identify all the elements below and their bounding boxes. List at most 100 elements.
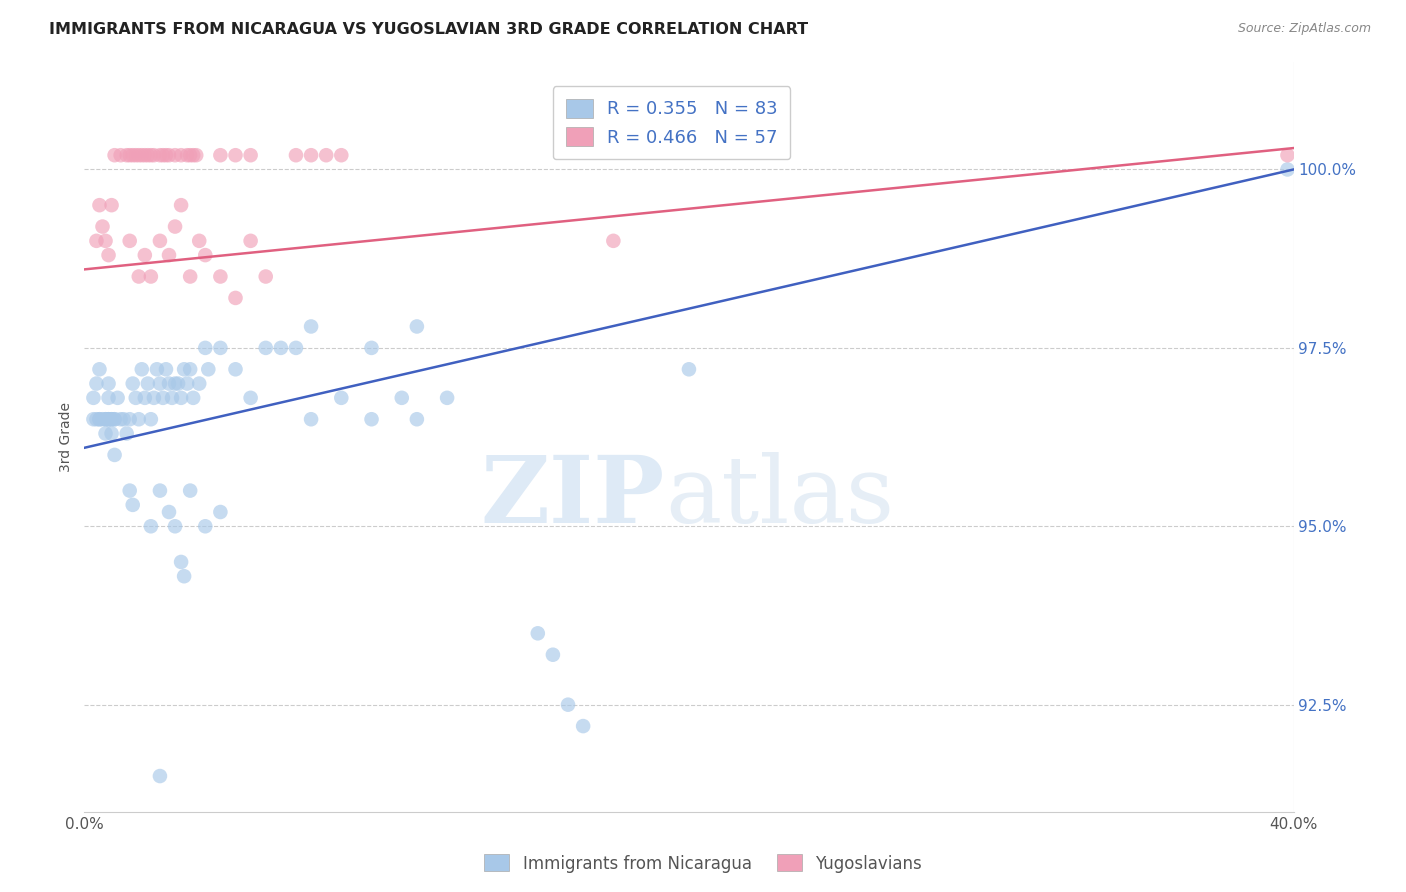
Point (97, 412, 120, 426)
Point (115, 148, 138, 162)
Point (176, 376, 198, 391)
Point (225, 148, 247, 162)
Point (134, 248, 156, 262)
Point (209, 269, 232, 284)
Point (254, 341, 277, 355)
Point (157, 248, 180, 262)
Point (160, 391, 183, 405)
Point (254, 269, 277, 284)
Point (125, 391, 148, 405)
Point (527, 626, 550, 640)
Point (100, 426, 122, 441)
Point (82, 412, 104, 426)
Point (97, 412, 120, 426)
Point (173, 362, 195, 376)
Point (406, 412, 429, 426)
Point (209, 148, 232, 162)
Point (110, 148, 132, 162)
Point (89, 198, 111, 212)
Point (360, 412, 382, 426)
Point (299, 319, 322, 334)
Point (97, 376, 120, 391)
Point (152, 148, 174, 162)
Point (97, 248, 120, 262)
Y-axis label: 3rd Grade: 3rd Grade (59, 402, 73, 472)
Point (131, 362, 153, 376)
Point (118, 412, 141, 426)
Point (285, 148, 308, 162)
Legend: R = 0.355   N = 83, R = 0.466   N = 57: R = 0.355 N = 83, R = 0.466 N = 57 (553, 87, 790, 160)
Point (139, 148, 162, 162)
Point (149, 769, 172, 783)
Point (139, 269, 162, 284)
Point (194, 248, 217, 262)
Point (139, 519, 162, 533)
Point (285, 341, 308, 355)
Point (165, 148, 187, 162)
Point (86, 376, 108, 391)
Point (149, 483, 172, 498)
Point (225, 362, 247, 376)
Point (165, 219, 187, 234)
Point (239, 234, 262, 248)
Point (104, 412, 127, 426)
Point (91, 412, 114, 426)
Point (118, 234, 141, 248)
Point (94, 426, 117, 441)
Point (97, 412, 120, 426)
Point (100, 198, 122, 212)
Point (181, 391, 204, 405)
Point (176, 148, 198, 162)
Point (602, 234, 624, 248)
Point (91, 219, 114, 234)
Point (167, 376, 190, 391)
Point (299, 412, 322, 426)
Point (134, 148, 156, 162)
Point (121, 148, 143, 162)
Point (100, 412, 122, 426)
Point (121, 376, 143, 391)
Point (139, 412, 162, 426)
Point (194, 519, 217, 533)
Point (188, 234, 211, 248)
Point (89, 412, 111, 426)
Point (115, 426, 138, 441)
Point (170, 198, 193, 212)
Point (173, 569, 195, 583)
Point (181, 148, 204, 162)
Point (541, 648, 564, 662)
Point (157, 376, 180, 391)
Text: atlas: atlas (665, 452, 894, 542)
Point (360, 341, 382, 355)
Point (89, 362, 111, 376)
Point (128, 269, 150, 284)
Point (136, 148, 159, 162)
Point (170, 148, 193, 162)
Point (128, 412, 150, 426)
Point (86, 234, 108, 248)
Point (165, 519, 187, 533)
Point (299, 148, 322, 162)
Point (179, 269, 201, 284)
Point (146, 362, 169, 376)
Point (89, 412, 111, 426)
Point (136, 376, 159, 391)
Point (112, 412, 135, 426)
Point (149, 148, 172, 162)
Point (330, 148, 353, 162)
Point (118, 483, 141, 498)
Point (118, 148, 141, 162)
Point (149, 376, 172, 391)
Point (330, 391, 353, 405)
Point (165, 376, 187, 391)
Point (107, 391, 129, 405)
Point (157, 148, 180, 162)
Legend: Immigrants from Nicaragua, Yugoslavians: Immigrants from Nicaragua, Yugoslavians (478, 847, 928, 880)
Point (179, 148, 201, 162)
Point (1277, 162, 1299, 177)
Point (128, 148, 150, 162)
Point (94, 234, 117, 248)
Point (188, 376, 211, 391)
Point (94, 412, 117, 426)
Point (315, 148, 337, 162)
